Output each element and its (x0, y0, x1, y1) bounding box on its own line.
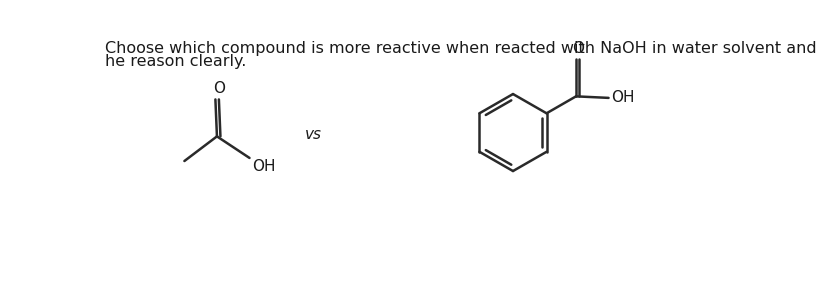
Text: vs: vs (304, 127, 321, 141)
Text: OH: OH (611, 90, 635, 105)
Text: Choose which compound is more reactive when reacted with NaOH in water solvent a: Choose which compound is more reactive w… (106, 41, 817, 56)
Text: OH: OH (252, 160, 276, 174)
Text: O: O (572, 41, 584, 56)
Text: he reason clearly.: he reason clearly. (106, 54, 247, 69)
Text: O: O (213, 81, 225, 96)
